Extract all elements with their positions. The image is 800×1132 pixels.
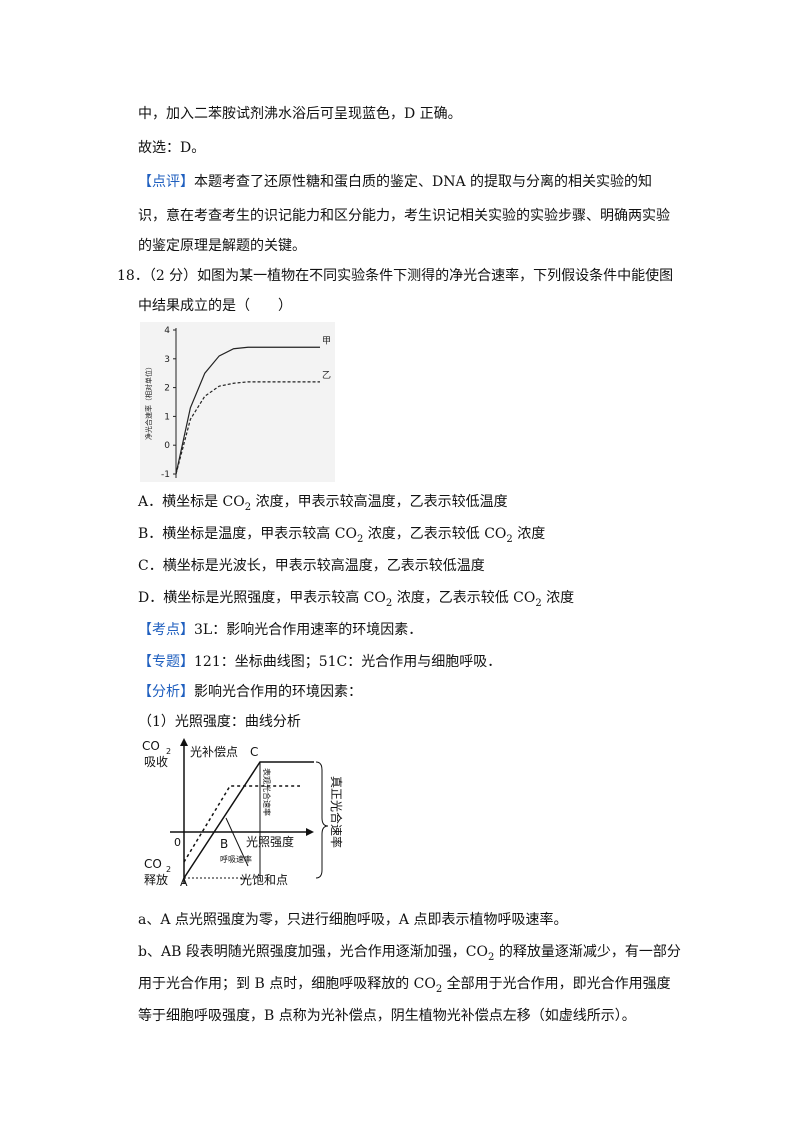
option-b: B．横坐标是温度，甲表示较高 CO2 浓度，乙表示较低 CO2 浓度 <box>138 524 545 550</box>
text-line: 中，加入二苯胺试剂沸水浴后可呈现蓝色，D 正确。 <box>138 106 462 122</box>
kaodian-tag: 【考点】 <box>138 622 194 638</box>
text-line: 故选：D。 <box>138 140 206 156</box>
point-c-label: C <box>250 745 258 759</box>
analysis-a: a、A 点光照强度为零，只进行细胞呼吸，A 点即表示植物呼吸速率。 <box>138 912 568 928</box>
sat-point-label: 光饱和点 <box>240 872 288 886</box>
point-a-label: A <box>180 876 188 886</box>
text-line: 识，意在考查考生的识记能力和区分能力，考生识记相关实验的实验步骤、明确两实验 <box>138 208 670 224</box>
analysis-b2-text-2: 全部用于光合作用，即光合作用强度 <box>442 976 671 992</box>
option-d-text: D．横坐标是光照强度，甲表示较高 CO <box>138 590 386 606</box>
analysis-b-1: b、AB 段表明随光照强度加强，光合作用逐渐加强，CO2 的释放量逐渐减少，有一… <box>138 942 681 968</box>
option-b-text: B．横坐标是温度，甲表示较高 CO <box>138 526 357 542</box>
y-tick-label: 3 <box>164 355 170 365</box>
true-rate-label: 真正光合速率 <box>329 776 344 848</box>
zhuanti-line: 【专题】121：坐标曲线图；51C：光合作用与细胞呼吸． <box>138 652 501 672</box>
series-label: 乙 <box>322 370 331 381</box>
analysis-b2-text: 用于光合作用；到 B 点时，细胞呼吸释放的 CO <box>138 976 436 992</box>
option-a-text-2: 浓度，甲表示较高温度，乙表示较低温度 <box>251 494 508 510</box>
review-text: 本题考查了还原性糖和蛋白质的鉴定、DNA 的提取与分离的相关实验的知 <box>194 174 653 190</box>
zhuanti-tag: 【专题】 <box>138 654 194 670</box>
option-d-text-3: 浓度 <box>541 590 575 606</box>
y-tick-label: 0 <box>164 441 170 451</box>
y-tick-label: 4 <box>164 326 170 336</box>
zhuanti-text: 121：坐标曲线图；51C：光合作用与细胞呼吸． <box>194 654 502 670</box>
light-intensity-label: 光照强度 <box>246 834 294 849</box>
fenxi-line: 【分析】影响光合作用的环境因素： <box>138 682 362 702</box>
analysis-b-2: 用于光合作用；到 B 点时，细胞呼吸释放的 CO2 全部用于光合作用，即光合作用… <box>138 974 671 1000</box>
analysis-b-text-2: 的释放量逐渐减少，有一部分 <box>494 944 681 960</box>
fenxi-tag: 【分析】 <box>138 684 194 700</box>
series-line-2 <box>175 381 320 475</box>
subheading: （1）光照强度：曲线分析 <box>138 714 301 730</box>
series-line-1 <box>175 346 320 475</box>
option-b-text-3: 浓度 <box>512 526 546 542</box>
option-a: A．横坐标是 CO2 浓度，甲表示较高温度，乙表示较低温度 <box>138 492 508 518</box>
review-line: 【点评】本题考查了还原性糖和蛋白质的鉴定、DNA 的提取与分离的相关实验的知 <box>138 172 652 192</box>
option-c: C．横坐标是光波长，甲表示较高温度，乙表示较低温度 <box>138 558 485 574</box>
net-photosynthesis-chart: 净光合速率（相对单位） 4 3 2 1 0 -1 甲乙 <box>140 322 335 482</box>
point-b-label: B <box>220 837 228 851</box>
review-tag: 【点评】 <box>138 174 194 190</box>
subscript: 2 <box>356 533 364 545</box>
option-b-text-2: 浓度，乙表示较低 CO <box>363 526 507 542</box>
co2-sub-2: 2 <box>166 865 171 874</box>
comp-point-label: 光补偿点 <box>190 744 238 759</box>
option-d-text-2: 浓度，乙表示较低 CO <box>392 590 536 606</box>
resp-rate-label: 呼吸速率 <box>220 854 252 864</box>
co2-label: CO <box>142 739 160 753</box>
option-d: D．横坐标是光照强度，甲表示较高 CO2 浓度，乙表示较低 CO2 浓度 <box>138 588 574 614</box>
co2-label-2: CO <box>144 857 162 871</box>
net-rate-label: 表观光合速率 <box>262 768 272 816</box>
subscript: 2 <box>488 951 495 963</box>
light-intensity-diagram: CO 2 吸收 0 CO 2 释放 A B C 光补偿点 光照强度 呼吸速率 光… <box>142 738 344 886</box>
series-label: 甲 <box>322 335 331 346</box>
release-label: 释放 <box>144 872 168 886</box>
zero-label: 0 <box>174 836 181 849</box>
text-line: 的鉴定原理是解题的关键。 <box>138 238 306 254</box>
analysis-b-3: 等于细胞呼吸强度，B 点称为光补偿点，阴生植物光补偿点左移（如虚线所示）。 <box>138 1008 636 1024</box>
kaodian-line: 【考点】3L：影响光合作用速率的环境因素． <box>138 620 422 640</box>
chart-ylabel: 净光合速率（相对单位） <box>144 363 153 440</box>
absorb-label: 吸收 <box>144 755 168 769</box>
y-tick-label: 1 <box>164 412 170 422</box>
question-18-stem-2: 中结果成立的是（ ） <box>138 298 292 314</box>
co2-sub: 2 <box>166 747 171 756</box>
subscript: 2 <box>506 533 513 545</box>
option-a-text: A．横坐标是 CO <box>138 494 245 510</box>
subscript: 2 <box>435 983 443 995</box>
diag-line <box>225 817 249 867</box>
x-arrow-icon <box>306 828 314 836</box>
y-tick-label: -1 <box>161 470 170 480</box>
analysis-b-text: b、AB 段表明随光照强度加强，光合作用逐渐加强，CO <box>138 944 488 960</box>
kaodian-text: 3L：影响光合作用速率的环境因素． <box>194 622 423 638</box>
question-18-stem: 18．（2 分）如图为某一植物在不同实验条件下测得的净光合速率，下列假设条件中能… <box>117 268 674 284</box>
subscript: 2 <box>244 501 252 513</box>
true-rate-bracket <box>315 761 329 879</box>
y-arrow-icon <box>180 738 188 746</box>
fenxi-text: 影响光合作用的环境因素： <box>194 684 362 700</box>
subscript: 2 <box>535 597 542 609</box>
y-tick-label: 2 <box>164 384 170 394</box>
subscript: 2 <box>385 597 393 609</box>
